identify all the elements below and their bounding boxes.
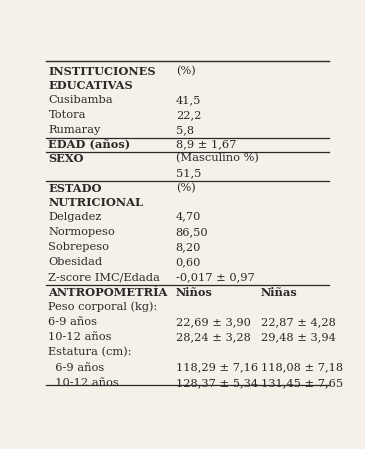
- Text: 22,87 ± 4,28: 22,87 ± 4,28: [261, 317, 335, 327]
- Text: -0,017 ± 0,97: -0,017 ± 0,97: [176, 273, 254, 282]
- Text: (%): (%): [176, 183, 196, 193]
- Text: 6-9 años: 6-9 años: [49, 363, 105, 373]
- Text: 8,20: 8,20: [176, 242, 201, 252]
- Text: 29,48 ± 3,94: 29,48 ± 3,94: [261, 332, 335, 342]
- Text: Sobrepeso: Sobrepeso: [49, 242, 110, 252]
- Text: 28,24 ± 3,28: 28,24 ± 3,28: [176, 332, 251, 342]
- Text: 6-9 años: 6-9 años: [49, 317, 97, 327]
- Text: Estatura (cm):: Estatura (cm):: [49, 348, 132, 358]
- Text: ANTROPOMETRÍA: ANTROPOMETRÍA: [49, 286, 168, 298]
- Text: Niñas: Niñas: [261, 286, 297, 298]
- Text: Delgadez: Delgadez: [49, 211, 102, 222]
- Text: 128,37 ± 5,34: 128,37 ± 5,34: [176, 378, 258, 388]
- Text: 118,29 ± 7,16: 118,29 ± 7,16: [176, 363, 258, 373]
- Text: 0,60: 0,60: [176, 257, 201, 267]
- Text: ESTADO
NUTRICIONAL: ESTADO NUTRICIONAL: [49, 183, 143, 208]
- Text: SEXO: SEXO: [49, 154, 84, 164]
- Text: 5,8: 5,8: [176, 125, 194, 136]
- Text: Z-score IMC/Edada: Z-score IMC/Edada: [49, 273, 160, 282]
- Text: (Masculino %): (Masculino %): [176, 154, 259, 164]
- Text: 86,50: 86,50: [176, 227, 208, 237]
- Text: Totora: Totora: [49, 110, 86, 120]
- Text: Normopeso: Normopeso: [49, 227, 115, 237]
- Text: Rumaray: Rumaray: [49, 125, 101, 136]
- Text: 10-12 años: 10-12 años: [49, 332, 112, 342]
- Text: 41,5: 41,5: [176, 95, 201, 105]
- Text: Obesidad: Obesidad: [49, 257, 103, 267]
- Text: Cusibamba: Cusibamba: [49, 95, 113, 105]
- Text: 22,2: 22,2: [176, 110, 201, 120]
- Text: 8,9 ± 1,67: 8,9 ± 1,67: [176, 140, 236, 150]
- Text: 22,69 ± 3,90: 22,69 ± 3,90: [176, 317, 251, 327]
- Text: INSTITUCIONES
EDUCATIVAS: INSTITUCIONES EDUCATIVAS: [49, 66, 156, 91]
- Text: EDAD (años): EDAD (años): [49, 140, 131, 150]
- Text: 4,70: 4,70: [176, 211, 201, 222]
- Text: Peso corporal (kg):: Peso corporal (kg):: [49, 302, 158, 313]
- Text: 131,45 ± 7,65: 131,45 ± 7,65: [261, 378, 343, 388]
- Text: 10-12 años: 10-12 años: [49, 378, 119, 388]
- Text: 118,08 ± 7,18: 118,08 ± 7,18: [261, 363, 343, 373]
- Text: 51,5: 51,5: [176, 169, 201, 179]
- Text: (%): (%): [176, 66, 196, 76]
- Text: Niños: Niños: [176, 286, 213, 298]
